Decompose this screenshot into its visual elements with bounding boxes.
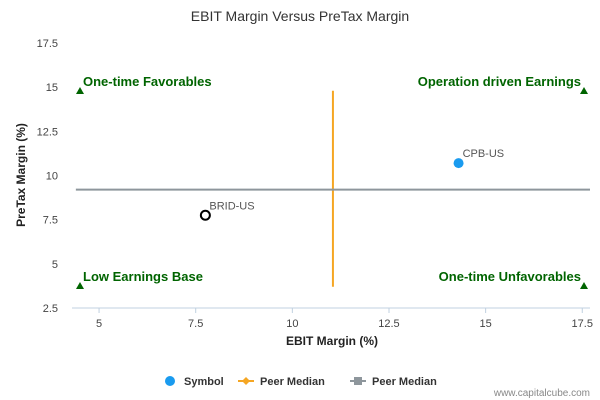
quadrant-marker-icon [580,282,588,289]
quadrant-label-bottom-right: One-time Unfavorables [439,269,581,284]
x-axis-title: EBIT Margin (%) [286,334,378,348]
legend-diamond-icon [242,377,250,385]
watermark: www.capitalcube.com [493,388,590,399]
data-points: CPB-US BRID-US [199,148,505,221]
x-tick-label: 15 [480,318,492,330]
x-tick-label: 7.5 [188,318,203,330]
x-tick-label: 17.5 [572,318,593,330]
y-tick-label: 12.5 [37,126,58,138]
legend-item[interactable]: Peer Median [350,376,437,388]
y-tick-label: 17.5 [37,38,58,50]
quadrant-labels: One-time Favorables Operation driven Earn… [76,74,588,289]
quadrant-label-top-left: One-time Favorables [83,74,212,89]
legend-dot-icon [165,376,175,386]
point-brid-us [199,209,211,221]
legend-square-icon [354,377,362,385]
y-tick-label: 10 [46,171,58,183]
y-tick-label: 15 [46,82,58,94]
point-label: BRID-US [209,200,254,212]
point-label: CPB-US [463,148,505,160]
legend-label: Peer Median [260,376,325,388]
quadrant-label-bottom-left: Low Earnings Base [83,269,203,284]
y-tick-label: 7.5 [43,215,58,227]
x-tick-label: 5 [96,318,102,330]
quadrant-label-top-right: Operation driven Earnings [418,74,581,89]
legend-item[interactable]: Symbol [165,376,224,388]
x-tick-label: 12.5 [378,318,399,330]
quadrant-marker-icon [76,87,84,94]
median-lines [75,90,590,287]
y-axis-title: PreTax Margin (%) [14,123,28,227]
y-tick-label: 2.5 [43,303,58,315]
chart-title: EBIT Margin Versus PreTax Margin [191,8,409,24]
legend-label: Symbol [184,376,224,388]
legend-item[interactable]: Peer Median [238,376,325,388]
quadrant-marker-icon [580,87,588,94]
quadrant-marker-icon [76,282,84,289]
y-ticks: 2.5 5 7.5 10 12.5 15 17.5 [37,38,58,315]
x-ticks: 5 7.5 10 12.5 15 17.5 [96,308,593,330]
legend-label: Peer Median [372,376,437,388]
y-tick-label: 5 [52,259,58,271]
legend: Symbol Peer Median Peer Median [165,376,437,388]
point-cpb-us [453,158,464,169]
x-tick-label: 10 [286,318,298,330]
